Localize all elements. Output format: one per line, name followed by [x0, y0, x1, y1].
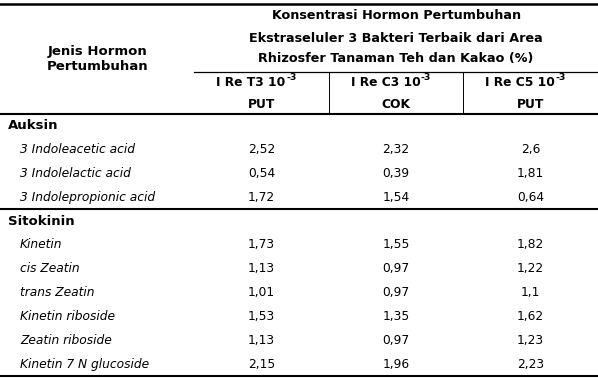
- Text: 0,97: 0,97: [383, 334, 410, 347]
- Text: Ekstraseluler 3 Bakteri Terbaik dari Area: Ekstraseluler 3 Bakteri Terbaik dari Are…: [249, 32, 543, 44]
- Text: 1,1: 1,1: [521, 286, 541, 299]
- Text: Kinetin: Kinetin: [20, 239, 63, 252]
- Text: -3: -3: [555, 73, 566, 82]
- Text: PUT: PUT: [517, 98, 544, 111]
- Text: 0,64: 0,64: [517, 191, 544, 204]
- Text: Jenis Hormon
Pertumbuhan: Jenis Hormon Pertumbuhan: [47, 45, 148, 73]
- Text: 2,32: 2,32: [383, 143, 410, 156]
- Text: cis Zeatin: cis Zeatin: [20, 262, 80, 276]
- Text: 1,72: 1,72: [248, 191, 275, 204]
- Text: 3 Indolelactic acid: 3 Indolelactic acid: [20, 167, 131, 180]
- Text: I Re C3 10: I Re C3 10: [350, 76, 420, 90]
- Text: 2,52: 2,52: [248, 143, 275, 156]
- Text: Sitokinin: Sitokinin: [8, 215, 75, 228]
- Text: 1,54: 1,54: [383, 191, 410, 204]
- Text: 1,01: 1,01: [248, 286, 275, 299]
- Text: Kinetin riboside: Kinetin riboside: [20, 310, 115, 323]
- Text: 1,22: 1,22: [517, 262, 544, 276]
- Text: 1,81: 1,81: [517, 167, 544, 180]
- Text: COK: COK: [382, 98, 411, 111]
- Text: 1,23: 1,23: [517, 334, 544, 347]
- Text: 1,73: 1,73: [248, 239, 275, 252]
- Text: 1,96: 1,96: [383, 358, 410, 370]
- Text: 2,15: 2,15: [248, 358, 275, 370]
- Text: 1,82: 1,82: [517, 239, 544, 252]
- Text: 2,6: 2,6: [521, 143, 541, 156]
- Text: Zeatin riboside: Zeatin riboside: [20, 334, 112, 347]
- Text: 1,62: 1,62: [517, 310, 544, 323]
- Text: 2,23: 2,23: [517, 358, 544, 370]
- Text: 1,55: 1,55: [383, 239, 410, 252]
- Text: Konsentrasi Hormon Pertumbuhan: Konsentrasi Hormon Pertumbuhan: [271, 9, 521, 22]
- Text: I Re T3 10: I Re T3 10: [216, 76, 285, 90]
- Text: 1,13: 1,13: [248, 262, 275, 276]
- Text: 1,35: 1,35: [383, 310, 410, 323]
- Text: I Re C5 10: I Re C5 10: [485, 76, 555, 90]
- Text: Kinetin 7 N glucoside: Kinetin 7 N glucoside: [20, 358, 149, 370]
- Text: 0,97: 0,97: [383, 262, 410, 276]
- Text: PUT: PUT: [248, 98, 275, 111]
- Text: 0,97: 0,97: [383, 286, 410, 299]
- Text: Auksin: Auksin: [8, 119, 59, 132]
- Text: Rhizosfer Tanaman Teh dan Kakao (%): Rhizosfer Tanaman Teh dan Kakao (%): [258, 52, 534, 65]
- Text: 0,39: 0,39: [383, 167, 410, 180]
- Text: 3 Indoleacetic acid: 3 Indoleacetic acid: [20, 143, 135, 156]
- Text: -3: -3: [420, 73, 431, 82]
- Text: 1,53: 1,53: [248, 310, 275, 323]
- Text: 3 Indolepropionic acid: 3 Indolepropionic acid: [20, 191, 155, 204]
- Text: -3: -3: [286, 73, 297, 82]
- Text: 0,54: 0,54: [248, 167, 275, 180]
- Text: trans Zeatin: trans Zeatin: [20, 286, 94, 299]
- Text: 1,13: 1,13: [248, 334, 275, 347]
